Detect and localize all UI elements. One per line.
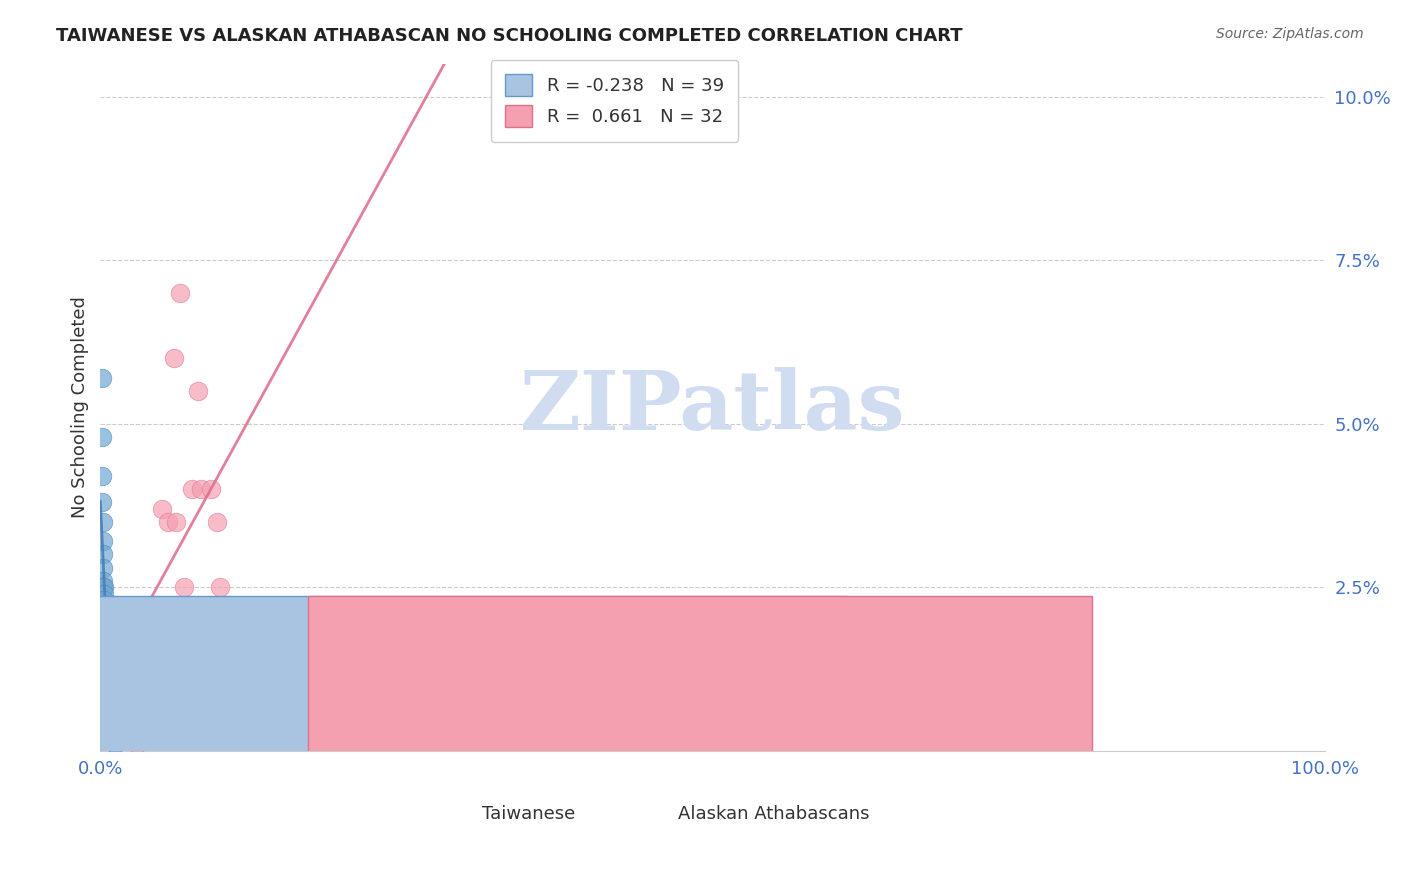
Point (117, 646, 139, 660)
Point (163, 351, 186, 366)
Point (96, 646, 118, 660)
Point (97, 658, 120, 673)
Point (97, 665, 120, 679)
Point (125, 737, 148, 751)
Point (120, 698, 142, 712)
Point (129, 626, 152, 640)
Point (138, 684, 160, 698)
Point (94, 626, 117, 640)
Point (91, 515, 114, 529)
Point (97, 678, 120, 692)
Point (96, 639, 118, 653)
Point (93, 593, 115, 607)
Point (104, 737, 127, 751)
Legend: R = -0.238   N = 39, R =  0.661   N = 32: R = -0.238 N = 39, R = 0.661 N = 32 (491, 60, 738, 142)
Point (150, 501, 173, 516)
Point (205, 515, 228, 529)
Point (94, 619, 117, 633)
Point (156, 515, 179, 529)
Point (100, 704, 122, 718)
Point (107, 691, 129, 706)
Point (91, 548, 114, 562)
Text: Alaskan Athabascans: Alaskan Athabascans (678, 805, 869, 823)
Text: Taiwanese: Taiwanese (482, 805, 575, 823)
Point (93, 607, 115, 621)
Point (93, 599, 115, 614)
Point (94, 678, 117, 692)
Point (91, 580, 114, 594)
Point (96, 632, 118, 647)
Point (93, 580, 115, 594)
Point (96, 691, 118, 706)
Point (101, 652, 124, 666)
Point (174, 599, 197, 614)
Point (91, 560, 114, 574)
FancyBboxPatch shape (63, 596, 846, 892)
Point (187, 384, 209, 398)
Point (91, 574, 114, 588)
Point (132, 639, 155, 653)
Point (104, 678, 127, 692)
Point (169, 286, 191, 301)
Text: Source: ZipAtlas.com: Source: ZipAtlas.com (1216, 27, 1364, 41)
Point (209, 580, 232, 594)
Point (93, 607, 115, 621)
Point (90, 469, 112, 483)
Point (200, 482, 222, 496)
Point (173, 580, 195, 594)
Point (97, 684, 120, 698)
Point (114, 639, 136, 653)
Point (94, 619, 117, 633)
Point (94, 626, 117, 640)
Point (98, 691, 121, 706)
Point (201, 626, 224, 640)
Point (97, 658, 120, 673)
Point (190, 482, 212, 496)
Point (97, 672, 120, 686)
Point (97, 652, 120, 666)
Point (96, 646, 118, 660)
Point (98, 698, 121, 712)
Point (93, 587, 115, 601)
Point (97, 639, 120, 653)
Point (90, 430, 112, 444)
Point (181, 482, 204, 496)
Text: ZIPatlas: ZIPatlas (520, 368, 905, 448)
Point (97, 665, 120, 679)
Point (90, 646, 112, 660)
Point (165, 515, 187, 529)
Text: TAIWANESE VS ALASKAN ATHABASCAN NO SCHOOLING COMPLETED CORRELATION CHART: TAIWANESE VS ALASKAN ATHABASCAN NO SCHOO… (56, 27, 963, 45)
Y-axis label: No Schooling Completed: No Schooling Completed (72, 296, 89, 518)
Point (97, 626, 120, 640)
Point (101, 717, 124, 731)
Point (96, 652, 118, 666)
Point (94, 613, 117, 627)
FancyBboxPatch shape (308, 596, 1092, 892)
Point (93, 665, 115, 679)
Point (90, 371, 112, 385)
Point (91, 534, 114, 549)
Point (94, 632, 117, 647)
Point (90, 495, 112, 509)
Point (120, 684, 142, 698)
